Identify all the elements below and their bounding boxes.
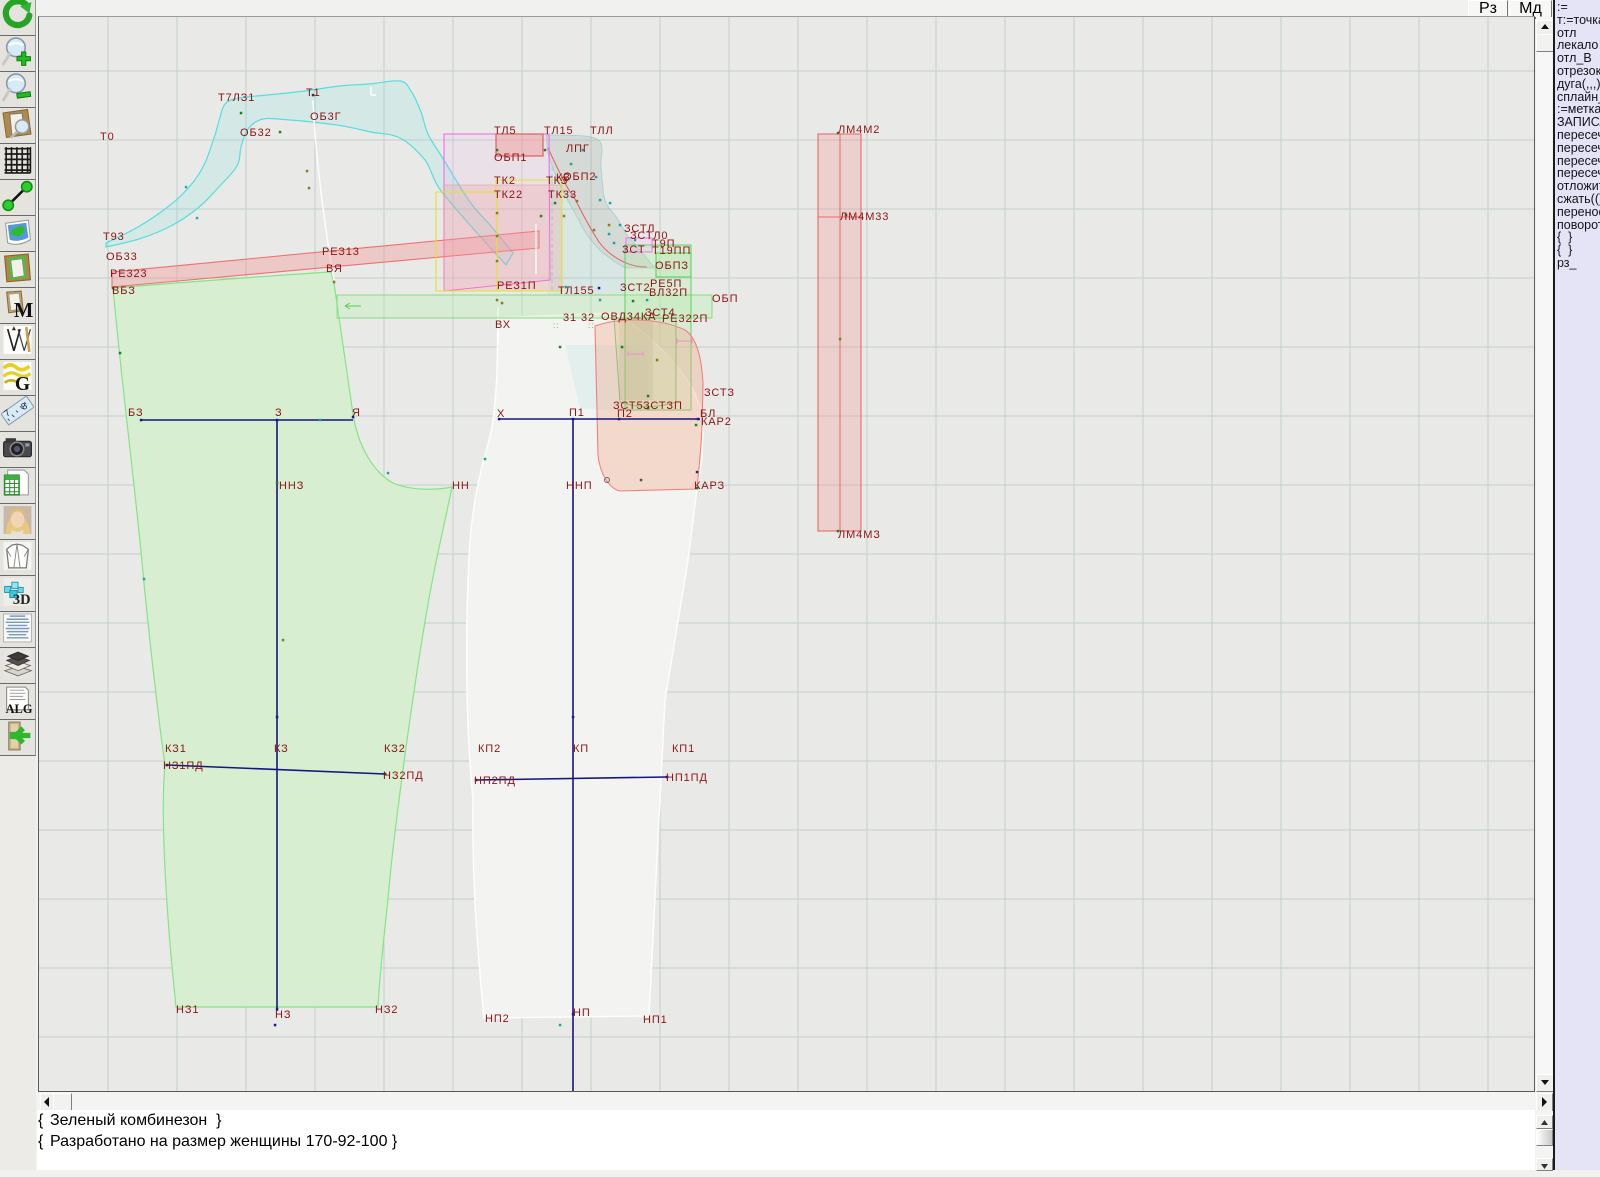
svg-text:КЗ: КЗ [274, 743, 289, 755]
svg-text:НН: НН [452, 480, 470, 492]
svg-text:З: З [275, 407, 283, 419]
svg-text:Т9П: Т9П [652, 238, 675, 250]
svg-text:ТЛ5: ТЛ5 [494, 125, 517, 137]
svg-text:ТЛ155: ТЛ155 [558, 285, 595, 297]
svg-text:НП1ПД: НП1ПД [666, 772, 708, 784]
svg-text:КЗ2: КЗ2 [384, 743, 406, 755]
svg-text:НП1: НП1 [643, 1014, 668, 1026]
svg-text:КАР2: КАР2 [701, 416, 732, 428]
svg-text:ТК22: ТК22 [494, 189, 523, 201]
svg-text:ВЛ32П: ВЛ32П [649, 287, 688, 299]
svg-text:НЗ1ПД: НЗ1ПД [163, 760, 204, 772]
svg-text:::: :: [588, 321, 594, 330]
svg-text:РЕЗ13: РЕЗ13 [322, 246, 360, 258]
svg-text:ЛМ4М2: ЛМ4М2 [838, 124, 880, 136]
svg-text:Т0: Т0 [100, 131, 115, 143]
svg-text:ТК2: ТК2 [494, 175, 516, 187]
svg-text:ЗСТЛ0: ЗСТЛ0 [630, 230, 668, 242]
svg-text:ОБП2: ОБП2 [563, 171, 596, 183]
svg-text:G: G [15, 374, 30, 392]
svg-text:7: 7 [2, 408, 12, 419]
svg-text:31 32: 31 32 [563, 312, 595, 324]
svg-text:РЕЗ1П: РЕЗ1П [497, 280, 537, 292]
svg-text:НП: НП [573, 1007, 591, 1019]
svg-text:ВХ: ВХ [495, 319, 511, 331]
svg-text:БЛ: БЛ [700, 408, 716, 420]
svg-text:РЕ322П: РЕ322П [662, 313, 708, 325]
svg-text:::: :: [553, 321, 559, 330]
svg-text:ЛПГ: ЛПГ [566, 143, 590, 155]
svg-text:КЗ1: КЗ1 [165, 743, 187, 755]
svg-text:ТЛ15: ТЛ15 [544, 125, 574, 137]
svg-text:ЗСТЗП: ЗСТЗП [643, 400, 683, 412]
svg-text:ЗСТЗ: ЗСТЗ [704, 387, 735, 399]
svg-text:ННП: ННП [566, 480, 593, 492]
svg-text:ЗСТ5: ЗСТ5 [613, 400, 644, 412]
svg-text:ЛМ4МЗ: ЛМ4МЗ [838, 529, 881, 541]
svg-text:ЗСТ4: ЗСТ4 [645, 307, 676, 319]
svg-text:КП2: КП2 [478, 743, 501, 755]
svg-text:Х: Х [497, 408, 505, 420]
svg-text:НЗ: НЗ [275, 1009, 291, 1021]
svg-text:ВБЗ: ВБЗ [112, 285, 136, 297]
svg-text:КП: КП [573, 743, 589, 755]
svg-text:ALG: ALG [6, 702, 33, 716]
svg-text:ТЛЛ: ТЛЛ [590, 125, 614, 137]
svg-text:8: 8 [19, 401, 29, 412]
svg-text:РЕ5П: РЕ5П [650, 278, 682, 290]
svg-text:КАРЗ: КАРЗ [694, 480, 725, 492]
svg-text:П2: П2 [617, 408, 633, 420]
svg-text:Т7ЛЗ1: Т7ЛЗ1 [218, 92, 255, 104]
svg-text:НП2: НП2 [485, 1013, 510, 1025]
svg-text:НЗ2: НЗ2 [375, 1004, 398, 1016]
svg-text:Я: Я [352, 407, 361, 419]
svg-text:ЛМ4М33: ЛМ4М33 [840, 211, 889, 223]
svg-text:НЗ2ПД: НЗ2ПД [383, 770, 424, 782]
svg-text:Т93: Т93 [103, 231, 125, 243]
svg-text:Т19ПП: Т19ПП [652, 245, 691, 257]
svg-text:ВЯ: ВЯ [326, 263, 343, 275]
svg-text:ОБП1: ОБП1 [494, 152, 527, 164]
svg-text:ОБП: ОБП [712, 293, 738, 305]
svg-text:ОБ3Г: ОБ3Г [310, 111, 341, 123]
svg-text:ОБ33: ОБ33 [106, 251, 138, 263]
svg-text:M: M [14, 300, 33, 320]
svg-text:3D: 3D [13, 592, 31, 608]
svg-text:ЗСТ2: ЗСТ2 [620, 282, 651, 294]
svg-text:ТКЗ: ТКЗ [546, 175, 568, 187]
svg-text:КЗ: КЗ [556, 172, 571, 184]
svg-text:ОБПЗ: ОБПЗ [655, 260, 689, 272]
svg-text:Т1: Т1 [306, 87, 321, 99]
svg-text:П1: П1 [569, 407, 585, 419]
svg-text:ЗСТЛ: ЗСТЛ [624, 223, 655, 235]
svg-text:КП1: КП1 [672, 743, 695, 755]
svg-text:ЗСТ: ЗСТ [622, 244, 646, 256]
svg-text:ТК33: ТК33 [548, 189, 577, 201]
svg-text:ОБ32: ОБ32 [240, 127, 272, 139]
svg-text:ОВД34КА: ОВД34КА [601, 311, 656, 323]
svg-text:НП2ПД: НП2ПД [474, 775, 516, 787]
svg-text:РЕ323: РЕ323 [110, 268, 148, 280]
svg-text:ННЗ: ННЗ [279, 480, 304, 492]
svg-text:НЗ1: НЗ1 [176, 1004, 199, 1016]
svg-text:БЗ: БЗ [128, 407, 144, 419]
